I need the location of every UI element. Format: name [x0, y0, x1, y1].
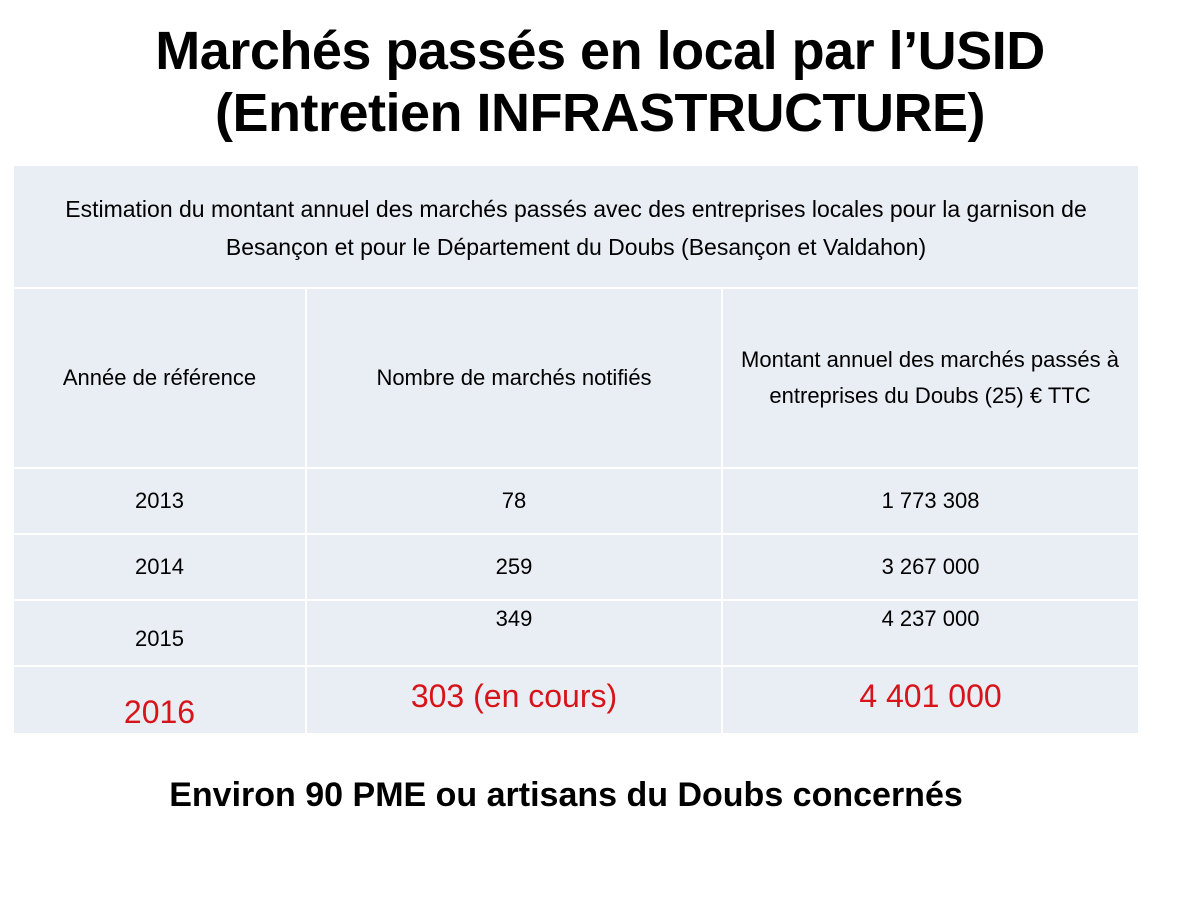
table-cell-amount: 3 267 000: [881, 554, 980, 579]
title-line-2: (Entretien INFRASTRUCTURE): [215, 83, 985, 143]
table-cell-amount: 1 773 308: [881, 488, 980, 513]
contracts-table: Estimation du montant annuel des marchés…: [14, 166, 1138, 733]
divider: [14, 287, 1138, 289]
header-contract-count: Nombre de marchés notifiés: [376, 365, 652, 390]
header-annual-amount: Montant annuel des marchés passés à entr…: [741, 347, 1119, 408]
table-cell-amount: 4 237 000: [881, 606, 980, 631]
divider: [14, 665, 1138, 667]
header-year: Année de référence: [62, 365, 257, 390]
table-cell-year: 2015: [135, 626, 184, 651]
divider: [14, 533, 1138, 535]
table-cell-count-highlight: 303 (en cours): [410, 678, 618, 714]
footer-note: Environ 90 PME ou artisans du Doubs conc…: [169, 776, 963, 814]
page-title: Marchés passés en local par l’USID (Entr…: [0, 20, 1200, 144]
divider: [14, 467, 1138, 469]
divider: [305, 287, 307, 733]
table-cell-year: 2013: [135, 488, 184, 513]
divider: [14, 599, 1138, 601]
table-cell-year-highlight: 2016: [123, 694, 196, 730]
table-caption: Estimation du montant annuel des marchés…: [65, 196, 1087, 260]
table-cell-count: 349: [495, 606, 533, 631]
divider: [721, 287, 723, 733]
title-line-1: Marchés passés en local par l’USID: [155, 21, 1045, 81]
table-cell-year: 2014: [135, 554, 184, 579]
table-cell-count: 259: [495, 554, 533, 579]
table-cell-count: 78: [501, 488, 527, 513]
table-cell-amount-highlight: 4 401 000: [859, 678, 1002, 714]
